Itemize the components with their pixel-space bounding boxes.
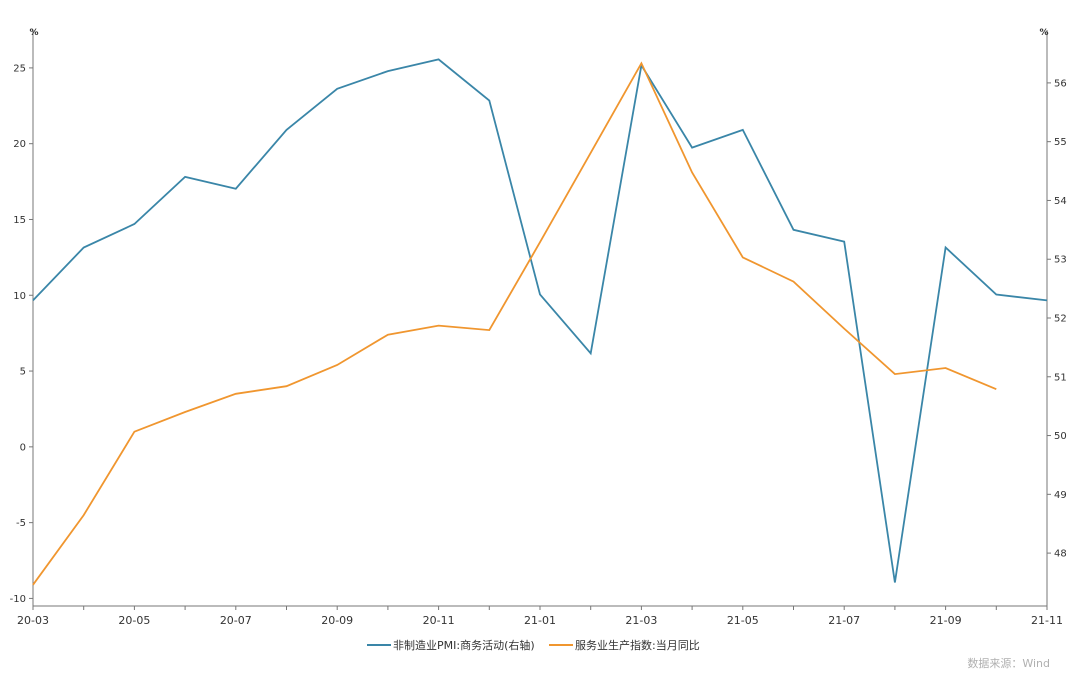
legend-label-1[interactable]: 非制造业PMI:商务活动(右轴)	[393, 638, 535, 652]
left-tick-label: 20	[13, 139, 26, 150]
x-tick-label: 21-05	[727, 614, 759, 627]
left-axis-unit: %	[29, 28, 38, 38]
right-tick-label: 50	[1054, 431, 1067, 442]
legend[interactable]: 非制造业PMI:商务活动(右轴) 服务业生产指数:当月同比	[367, 638, 700, 652]
axes: % % -10 -5 0 5 10 15 20 25 48 49 50 51 52 53 54 55 56 20-03…	[10, 28, 1067, 627]
left-tick-label: -5	[16, 518, 26, 529]
source-label: 数据来源：Wind	[967, 656, 1050, 670]
series-line-2	[32, 61, 997, 586]
x-tick-label: 21-01	[524, 614, 556, 627]
left-tick-label: 15	[13, 215, 26, 226]
right-tick-label: 54	[1054, 196, 1067, 207]
right-tick-label: 56	[1054, 78, 1067, 89]
x-tick-label: 20-07	[220, 614, 252, 627]
series-lines	[32, 58, 1048, 586]
x-tick-label: 21-09	[930, 614, 962, 627]
x-tick-label: 21-11	[1031, 614, 1063, 627]
series-line-1	[32, 58, 1048, 583]
x-tick-label: 20-09	[321, 614, 353, 627]
right-tick-label: 49	[1054, 490, 1067, 501]
x-tick-label: 20-05	[118, 614, 150, 627]
x-tick-label: 21-03	[625, 614, 657, 627]
x-tick-label: 21-07	[828, 614, 860, 627]
right-axis-unit: %	[1039, 28, 1048, 38]
right-tick-label: 53	[1054, 255, 1067, 266]
left-tick-label: -10	[10, 594, 26, 605]
left-tick-label: 25	[13, 63, 26, 74]
right-tick-label: 51	[1054, 372, 1067, 383]
right-tick-label: 48	[1054, 549, 1067, 560]
x-tick-label: 20-03	[17, 614, 49, 627]
right-tick-label: 52	[1054, 314, 1067, 325]
left-tick-label: 5	[20, 367, 26, 378]
right-tick-label: 55	[1054, 137, 1067, 148]
left-tick-label: 0	[20, 442, 26, 453]
x-tick-label: 20-11	[423, 614, 455, 627]
legend-label-2[interactable]: 服务业生产指数:当月同比	[575, 638, 700, 652]
left-tick-label: 10	[13, 291, 26, 302]
